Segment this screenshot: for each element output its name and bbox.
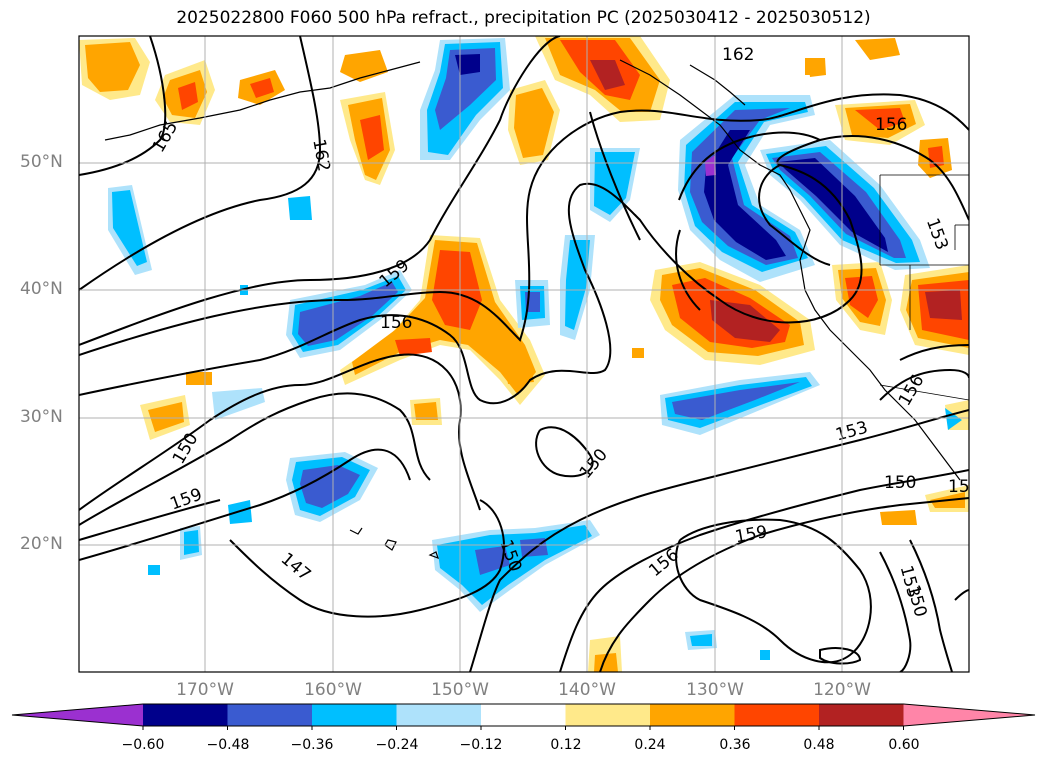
colorbar-segment — [396, 704, 482, 726]
contour-label: 162 — [722, 45, 754, 65]
colorbar-extend-max — [903, 704, 1035, 726]
lon-label-140w: 140°W — [558, 680, 616, 700]
colorbar-segment — [227, 704, 313, 726]
map-frame — [78, 35, 970, 673]
gridlines — [79, 36, 969, 672]
positive-anomaly-fills — [79, 36, 969, 672]
lat-label-20n: 20°N — [20, 534, 63, 554]
lon-label-120w: 120°W — [813, 680, 871, 700]
colorbar-tick-label: −0.24 — [375, 737, 419, 753]
lon-label-170w: 170°W — [176, 680, 234, 700]
colorbar-tick-label: −0.12 — [459, 737, 503, 753]
colorbar — [11, 703, 1036, 730]
colorbar-segment — [312, 704, 397, 726]
contour-label: 150 — [884, 473, 916, 493]
map-plot-area: 162 165 162 156 153 159 156 150 150 159 … — [79, 36, 970, 672]
contour-label: 156 — [380, 313, 412, 333]
lon-label-130w: 130°W — [686, 680, 744, 700]
colorbar-segment — [819, 704, 904, 726]
colorbar-tick-label: 0.48 — [803, 737, 835, 753]
colorbar-segment — [143, 704, 228, 726]
colorbar-tick-label: −0.48 — [206, 737, 250, 753]
lat-label-30n: 30°N — [20, 407, 63, 427]
colorbar-tick-label: 0.36 — [719, 737, 751, 753]
colorbar-tick-label: 0.24 — [634, 737, 666, 753]
lat-label-50n: 50°N — [20, 152, 63, 172]
colorbar-segment — [650, 704, 735, 726]
colorbar-segment — [734, 704, 820, 726]
colorbar-segment — [481, 704, 566, 726]
colorbar-segment — [565, 704, 651, 726]
lon-label-160w: 160°W — [304, 680, 362, 700]
colorbar-extend-min — [12, 704, 143, 726]
colorbar-tick-label: −0.36 — [290, 737, 334, 753]
colorbar-tick-label: 0.60 — [888, 737, 920, 753]
lat-label-40n: 40°N — [20, 279, 63, 299]
colorbar-tick-label: −0.60 — [121, 737, 165, 753]
lon-label-150w: 150°W — [431, 680, 489, 700]
contour-label: 15 — [948, 477, 970, 497]
height-contours — [79, 36, 969, 672]
colorbar-tick-label: 0.12 — [550, 737, 582, 753]
contour-label: 156 — [875, 115, 907, 135]
map-title: 2025022800 F060 500 hPa refract., precip… — [176, 8, 871, 28]
